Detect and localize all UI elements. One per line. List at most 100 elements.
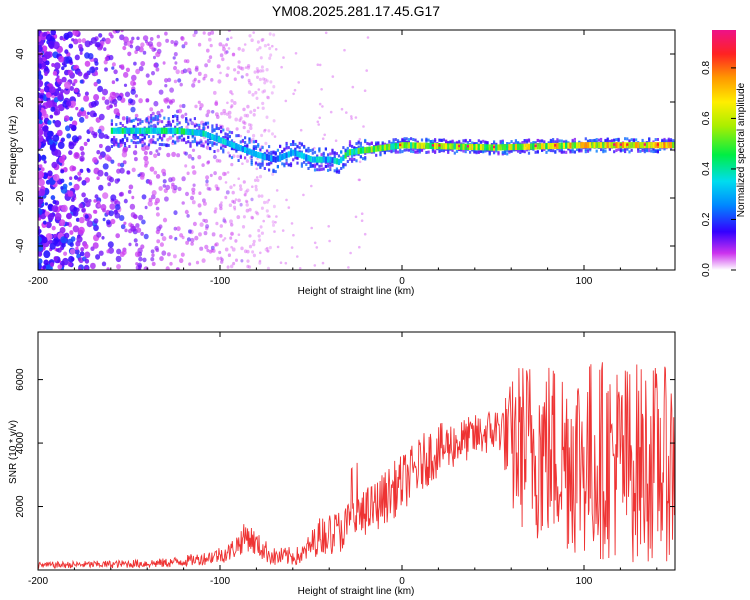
ridge-core xyxy=(198,129,201,136)
ridge-halo xyxy=(141,144,144,148)
noise-mark xyxy=(216,64,221,69)
ridge-halo xyxy=(261,163,264,167)
ridge-halo xyxy=(431,149,434,153)
noise-mark xyxy=(38,36,42,42)
ridge-core xyxy=(220,137,223,144)
ridge-halo xyxy=(608,139,611,143)
noise-mark xyxy=(53,256,58,261)
ridge-halo xyxy=(209,141,212,144)
noise-mark xyxy=(93,218,99,224)
noise-mark xyxy=(260,194,264,198)
ridge-core xyxy=(434,142,437,150)
ridge-halo xyxy=(552,149,555,153)
noise-mark xyxy=(122,146,129,152)
ridge-halo xyxy=(375,153,378,157)
ridge-halo xyxy=(115,138,118,142)
ridge-core xyxy=(132,127,135,134)
ridge-core xyxy=(390,143,393,150)
noise-mark xyxy=(197,155,202,160)
ridge-halo xyxy=(254,145,258,149)
noise-mark xyxy=(195,65,199,70)
noise-mark xyxy=(137,173,141,178)
noise-mark xyxy=(133,214,138,219)
noise-mark xyxy=(263,78,267,82)
ridge-halo xyxy=(270,150,273,154)
ridge-core xyxy=(257,151,260,159)
noise-mark xyxy=(205,179,209,184)
ridge-core xyxy=(608,142,611,149)
noise-mark xyxy=(85,201,91,208)
ridge-halo xyxy=(185,120,188,124)
ridge-halo xyxy=(296,145,299,149)
ridge-halo xyxy=(654,149,657,153)
ridge-halo xyxy=(202,123,205,127)
ridge-core xyxy=(215,135,218,142)
noise-mark xyxy=(248,265,252,269)
ridge-halo xyxy=(137,136,140,140)
ridge-halo xyxy=(298,146,301,150)
noise-mark xyxy=(159,256,164,262)
ridge-halo xyxy=(213,142,216,146)
ridge-halo xyxy=(573,150,576,154)
ridge-core xyxy=(348,149,352,156)
noise-mark xyxy=(173,65,177,71)
noise-mark xyxy=(186,237,191,242)
noise-mark xyxy=(227,253,231,257)
noise-mark xyxy=(93,112,97,117)
noise-mark xyxy=(260,231,264,235)
ridge-halo xyxy=(381,142,384,146)
ridge-core xyxy=(130,127,133,134)
ridge-halo xyxy=(447,151,450,154)
ridge-halo xyxy=(482,149,485,153)
noise-mark xyxy=(242,125,246,130)
ridge-halo xyxy=(401,150,404,154)
ridge-halo xyxy=(213,150,216,153)
ridge-halo xyxy=(654,138,657,142)
ridge-halo xyxy=(322,153,325,157)
ridge-halo xyxy=(180,138,183,142)
noise-mark xyxy=(141,219,146,225)
noise-mark xyxy=(156,41,162,47)
noise-mark xyxy=(120,162,125,168)
ridge-halo xyxy=(514,139,517,143)
noise-mark xyxy=(147,79,153,86)
noise-mark xyxy=(81,180,87,186)
noise-mark xyxy=(228,115,232,119)
ridge-core xyxy=(383,144,386,151)
ridge-core xyxy=(499,144,502,151)
ridge-halo xyxy=(213,129,216,132)
ridge-halo xyxy=(215,126,218,130)
noise-mark xyxy=(257,234,261,238)
noise-mark xyxy=(245,200,249,203)
noise-mark xyxy=(143,266,149,270)
ridge-core xyxy=(185,128,188,135)
ridge-halo xyxy=(128,145,131,148)
noise-mark xyxy=(173,52,178,57)
noise-mark xyxy=(73,206,78,212)
noise-mark xyxy=(253,178,257,182)
ridge-halo xyxy=(204,140,207,144)
noise-mark xyxy=(205,224,210,229)
ridge-halo xyxy=(333,151,336,155)
noise-mark xyxy=(98,184,104,191)
ridge-halo xyxy=(241,139,244,143)
ridge-halo xyxy=(283,164,286,168)
noise-mark xyxy=(252,31,255,34)
noise-mark xyxy=(68,59,73,64)
noise-mark xyxy=(227,110,232,115)
ridge-halo xyxy=(403,148,406,152)
noise-mark xyxy=(248,234,252,238)
noise-mark xyxy=(171,182,175,187)
noise-mark xyxy=(234,198,238,201)
ridge-halo xyxy=(117,144,120,148)
noise-mark xyxy=(213,209,217,214)
ridge-halo xyxy=(132,125,135,129)
noise-mark xyxy=(244,190,248,194)
noise-mark xyxy=(173,226,177,231)
noise-mark xyxy=(185,240,190,245)
colorbar-tick-label: 0.8 xyxy=(701,61,712,75)
noise-mark xyxy=(45,60,50,66)
ridge-halo xyxy=(405,148,408,152)
noise-mark xyxy=(132,150,138,156)
